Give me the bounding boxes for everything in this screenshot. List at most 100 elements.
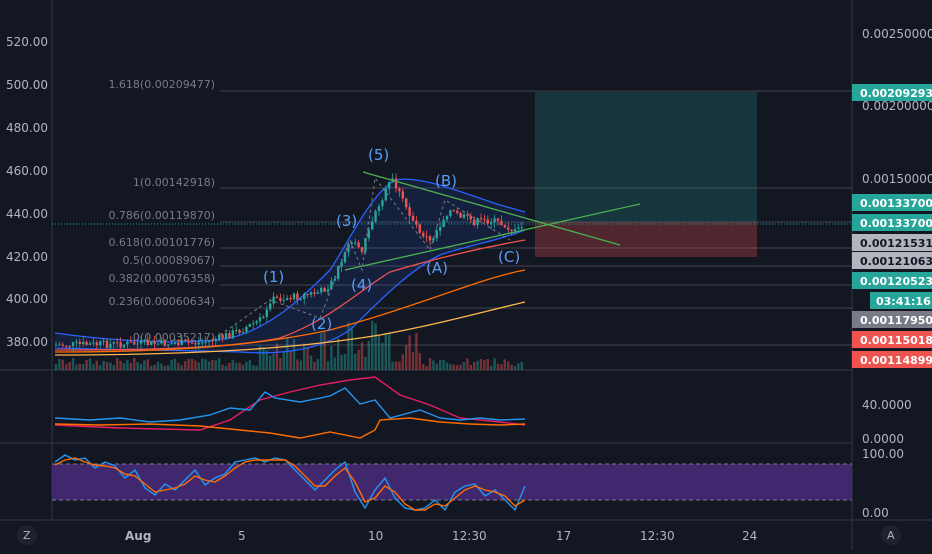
candle-body [486, 219, 489, 224]
wave-label-b: (B) [435, 172, 457, 190]
volume-bar [507, 361, 510, 370]
candle-body [58, 344, 61, 346]
volume-bar [333, 357, 336, 370]
countdown-badge [870, 292, 932, 309]
long-position-stop-zone[interactable] [535, 222, 757, 257]
volume-bar [65, 364, 68, 370]
candle-body [520, 227, 523, 229]
candle-body [442, 219, 445, 228]
volume-bar [275, 343, 279, 370]
volume-bar [163, 365, 166, 370]
volume-bar [391, 361, 394, 370]
volume-bar [78, 363, 81, 370]
time-label: 12:30 [640, 529, 675, 543]
fib-label: 0(0.00035217) [133, 331, 215, 344]
volume-bar [401, 354, 404, 370]
candle-body [456, 210, 459, 213]
indicator2-label: 0.00 [862, 506, 889, 520]
candle-body [371, 221, 374, 230]
volume-bar [272, 353, 275, 370]
candle-body [197, 342, 200, 345]
price-badge [852, 214, 932, 231]
volume-bar [197, 362, 200, 370]
volume-bar [462, 361, 466, 370]
price-badge [852, 194, 932, 211]
price-badge-label: 0.00120523 [860, 275, 932, 288]
volume-bar [282, 351, 285, 370]
volume-bar [476, 360, 479, 370]
volume-bar [279, 358, 282, 370]
volume-bar [408, 335, 411, 370]
candle-body [150, 341, 153, 346]
candle-body [218, 334, 221, 340]
auto-scale-button[interactable]: A [881, 525, 901, 545]
volume-bar [496, 363, 500, 370]
price-badge-label: 0.00114899 [860, 354, 932, 367]
candlesticks[interactable] [54, 173, 523, 352]
indicator1-label: 0.0000 [862, 432, 904, 446]
zoom-button[interactable]: Z [17, 525, 37, 545]
time-axis[interactable]: Aug 5 10 12:30 17 12:30 24 [125, 529, 757, 543]
candle-body [364, 238, 367, 252]
candle-body [303, 293, 306, 299]
right-price-axis[interactable]: 0.00250000 0.00200000 0.00150000 [862, 27, 932, 186]
candle-body [105, 340, 109, 348]
indicator-pane-dmi[interactable]: 40.0000 0.0000 [54, 376, 912, 446]
candle-body [381, 200, 384, 207]
price-badge-label: 0.00115018 [860, 334, 932, 347]
candle-body [146, 339, 149, 346]
candle-body [422, 232, 425, 237]
fib-label: 0.382(0.00076358) [108, 272, 215, 285]
volume-bar [139, 363, 143, 370]
left-price-axis[interactable]: 520.00 500.00 480.00 460.00 440.00 420.0… [6, 35, 48, 349]
volume-bar [323, 332, 326, 370]
moving-average-yellow [54, 301, 526, 356]
indicator-pane-stoch-rsi[interactable]: 100.00 0.00 [52, 447, 904, 520]
volume-bar [54, 364, 58, 370]
volume-bar [105, 362, 109, 370]
volume-bar [357, 349, 360, 370]
volume-bar [428, 358, 432, 370]
candle-body [476, 218, 479, 225]
fib-labels: 1.618(0.00209477) 1(0.00142918) 0.786(0.… [108, 78, 215, 344]
volume-bar [85, 359, 88, 370]
indicator-line-red [54, 376, 526, 431]
volume-bar [388, 332, 391, 370]
time-label: 24 [742, 529, 757, 543]
volume-bar [218, 358, 221, 370]
candle-body [313, 292, 316, 294]
candle-body [68, 346, 71, 348]
wave-label-4: (4) [351, 276, 372, 294]
volume-bar [170, 359, 173, 370]
time-label: 12:30 [452, 529, 487, 543]
volume-bar [398, 361, 401, 370]
candle-body [425, 236, 428, 238]
volume-bar [112, 364, 115, 370]
left-axis-label: 500.00 [6, 78, 48, 92]
price-badge [852, 84, 932, 101]
candle-body [228, 333, 231, 338]
time-label: Aug [125, 529, 151, 543]
trendline-lower[interactable] [344, 203, 641, 271]
bollinger-upper-band [54, 178, 526, 343]
trendline-upper[interactable] [362, 171, 621, 246]
volume-bar [292, 339, 296, 370]
volume-bar [82, 364, 85, 370]
long-position-profit-zone[interactable] [535, 92, 757, 222]
right-axis-badges: 0.00209293 0.00133700 0.00133700 0.00121… [852, 84, 932, 368]
volume-bar [337, 338, 340, 370]
volume-bar [109, 362, 112, 370]
volume-bar [316, 359, 319, 370]
volume-bar [207, 361, 211, 370]
volume-bar [347, 322, 350, 370]
candle-body [252, 323, 255, 325]
candle-body [493, 218, 496, 223]
candle-body [167, 344, 170, 346]
elliott-wave-path[interactable] [219, 176, 511, 336]
volume-bar [126, 360, 129, 370]
volume-bar [473, 362, 476, 370]
volume-bar [350, 326, 353, 370]
fibonacci-retracement[interactable] [220, 90, 852, 346]
volume-bar [439, 360, 442, 370]
